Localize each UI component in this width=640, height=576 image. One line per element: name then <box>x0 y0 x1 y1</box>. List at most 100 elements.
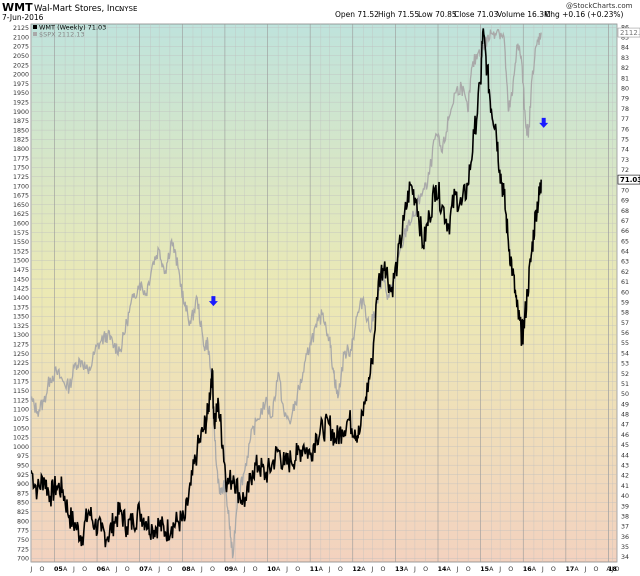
x-month-label: J <box>611 566 614 573</box>
right-tick-label: 46 <box>621 432 629 439</box>
x-month-label: A <box>191 566 196 573</box>
right-tick-label: 50 <box>621 391 629 398</box>
left-tick-label: 2050 <box>13 53 29 60</box>
left-tick-label: 700 <box>17 556 29 563</box>
x-year-label: 07 <box>139 566 148 573</box>
x-month-label: A <box>404 566 409 573</box>
x-month-label: A <box>489 566 494 573</box>
right-tick-label: 75 <box>621 136 629 143</box>
right-tick-label: 85 <box>621 35 629 42</box>
right-tick-label: 47 <box>621 422 629 429</box>
left-tick-label: 1475 <box>13 267 29 274</box>
x-month-label: J <box>498 566 501 573</box>
left-tick-label: 1625 <box>13 211 29 218</box>
x-month-label: J <box>583 566 586 573</box>
left-tick-label: 1775 <box>13 155 29 162</box>
left-tick-label: 1850 <box>13 127 29 134</box>
last-value-tags: 71.03 2112.1 <box>617 27 640 185</box>
x-month-label: J <box>200 566 203 573</box>
x-month-label: A <box>361 566 366 573</box>
x-month-label: J <box>328 566 331 573</box>
x-month-label: A <box>233 566 238 573</box>
right-tick-label: 57 <box>621 320 629 327</box>
wmt-last-value-tag <box>617 174 640 185</box>
right-axis: 34 35 36 37 38 39 40 41 42 43 44 45 46 47 48 49 50 51 52 53… <box>621 24 629 561</box>
x-month-label: O <box>125 566 130 573</box>
x-month-label: O <box>508 566 513 573</box>
right-tick-label: 53 <box>621 361 629 368</box>
x-month-label: J <box>115 566 118 573</box>
right-tick-label: 66 <box>621 228 629 235</box>
x-month-label: J <box>72 566 75 573</box>
left-tick-label: 2075 <box>13 44 29 51</box>
left-tick-label: 750 <box>17 537 29 544</box>
right-tick-label: 61 <box>621 279 629 286</box>
chart-header: WMT Wal-Mart Stores, Inc. NYSE 7-Jun-201… <box>2 1 633 22</box>
left-tick-label: 2100 <box>13 34 29 41</box>
down-arrow-icon <box>208 296 218 307</box>
header-change: Chg +0.16 (+0.23%) <box>545 10 624 19</box>
left-tick-label: 1350 <box>13 314 29 321</box>
left-tick-label: 1425 <box>13 286 29 293</box>
x-month-label: O <box>338 566 343 573</box>
right-tick-label: 35 <box>621 544 629 551</box>
right-tick-label: 64 <box>621 249 629 256</box>
right-tick-label: 48 <box>621 412 629 419</box>
spx-last-value-tag <box>617 27 640 38</box>
right-tick-label: 52 <box>621 371 629 378</box>
right-tick-label: 68 <box>621 208 629 215</box>
left-tick-label: 1200 <box>13 369 29 376</box>
x-month-label: A <box>447 566 452 573</box>
x-year-label: 06 <box>97 566 106 573</box>
x-month-label: O <box>253 566 258 573</box>
right-tick-label: 69 <box>621 198 629 205</box>
left-tick-label: 2025 <box>13 62 29 69</box>
left-tick-label: 1650 <box>13 202 29 209</box>
x-month-label: O <box>466 566 471 573</box>
header-date: 7-Jun-2016 <box>2 13 44 22</box>
right-tick-label: 73 <box>621 157 629 164</box>
left-tick-label: 725 <box>17 546 29 553</box>
header-volume: Volume 16.3M <box>497 10 550 19</box>
x-month-label: O <box>615 566 620 573</box>
wmt-last-value: 71.03 <box>620 176 640 184</box>
x-year-label: 14 <box>438 566 447 573</box>
left-tick-label: 1575 <box>13 230 29 237</box>
header-exchange: NYSE <box>119 5 137 13</box>
left-tick-label: 1675 <box>13 193 29 200</box>
x-month-label: O <box>594 566 599 573</box>
left-tick-label: 2000 <box>13 72 29 79</box>
x-month-label: J <box>456 566 459 573</box>
left-tick-label: 1025 <box>13 435 29 442</box>
left-tick-label: 1250 <box>13 351 29 358</box>
right-tick-label: 40 <box>621 493 629 500</box>
left-tick-label: 1325 <box>13 323 29 330</box>
right-tick-label: 49 <box>621 401 629 408</box>
x-year-label: 16 <box>523 566 532 573</box>
left-tick-label: 1100 <box>13 407 29 414</box>
x-month-label: O <box>423 566 428 573</box>
x-month-label: J <box>285 566 288 573</box>
left-tick-label: 1825 <box>13 137 29 144</box>
x-month-label: J <box>370 566 373 573</box>
left-tick-label: 1275 <box>13 341 29 348</box>
header-high: High 71.55 <box>378 10 419 19</box>
left-tick-label: 1950 <box>13 90 29 97</box>
right-tick-label: 77 <box>621 116 629 123</box>
down-arrow-icon <box>539 117 549 128</box>
left-tick-label: 2125 <box>13 25 29 32</box>
x-year-label: 17 <box>565 566 574 573</box>
spx-last-value: 2112.1 <box>620 29 640 37</box>
right-tick-label: 76 <box>621 126 629 133</box>
right-tick-label: 43 <box>621 463 629 470</box>
right-tick-label: 58 <box>621 310 629 317</box>
annotation-arrows <box>208 117 549 307</box>
left-tick-label: 925 <box>17 472 29 479</box>
right-tick-label: 74 <box>621 147 629 154</box>
x-month-label: O <box>167 566 172 573</box>
left-tick-label: 1700 <box>13 183 29 190</box>
x-month-label: A <box>532 566 537 573</box>
right-tick-label: 56 <box>621 330 629 337</box>
